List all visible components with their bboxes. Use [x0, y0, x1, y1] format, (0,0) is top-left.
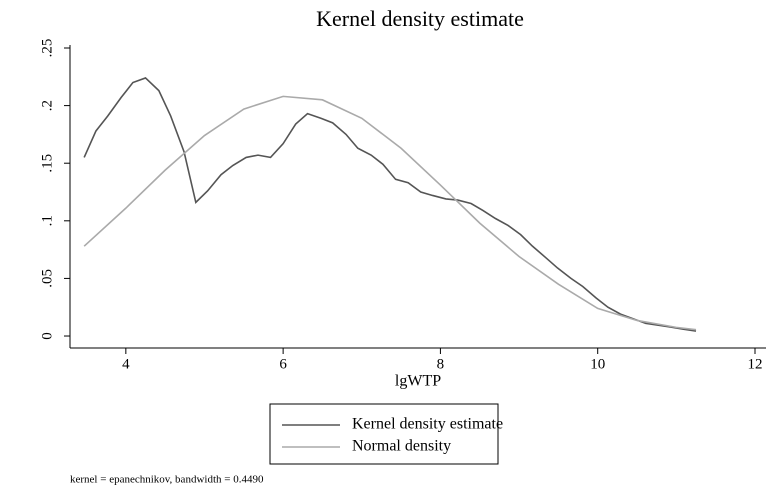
x-axis-label: lgWTP: [395, 373, 441, 390]
y-tick-label: .15: [39, 154, 55, 173]
legend-label: Kernel density estimate: [352, 416, 503, 433]
density-line: [83, 77, 697, 332]
x-tick-label: 6: [279, 356, 287, 372]
legend-label: Normal density: [352, 438, 451, 455]
y-tick-label: .2: [39, 100, 55, 111]
y-tick-label: .05: [39, 269, 55, 288]
x-tick-label: 4: [122, 356, 130, 372]
legend-box: [269, 403, 499, 465]
x-tick-label: 8: [437, 356, 445, 372]
note: kernel = epanechnikov, bandwidth = 0.449…: [70, 474, 264, 486]
y-tick-label: .25: [39, 39, 55, 58]
y-tick-label: 0: [39, 332, 55, 340]
chart-title: Kernel density estimate: [316, 6, 524, 31]
x-tick-label: 12: [747, 356, 762, 372]
x-tick-label: 10: [590, 356, 605, 372]
y-tick-label: .1: [39, 215, 55, 226]
density-line: [83, 95, 697, 331]
